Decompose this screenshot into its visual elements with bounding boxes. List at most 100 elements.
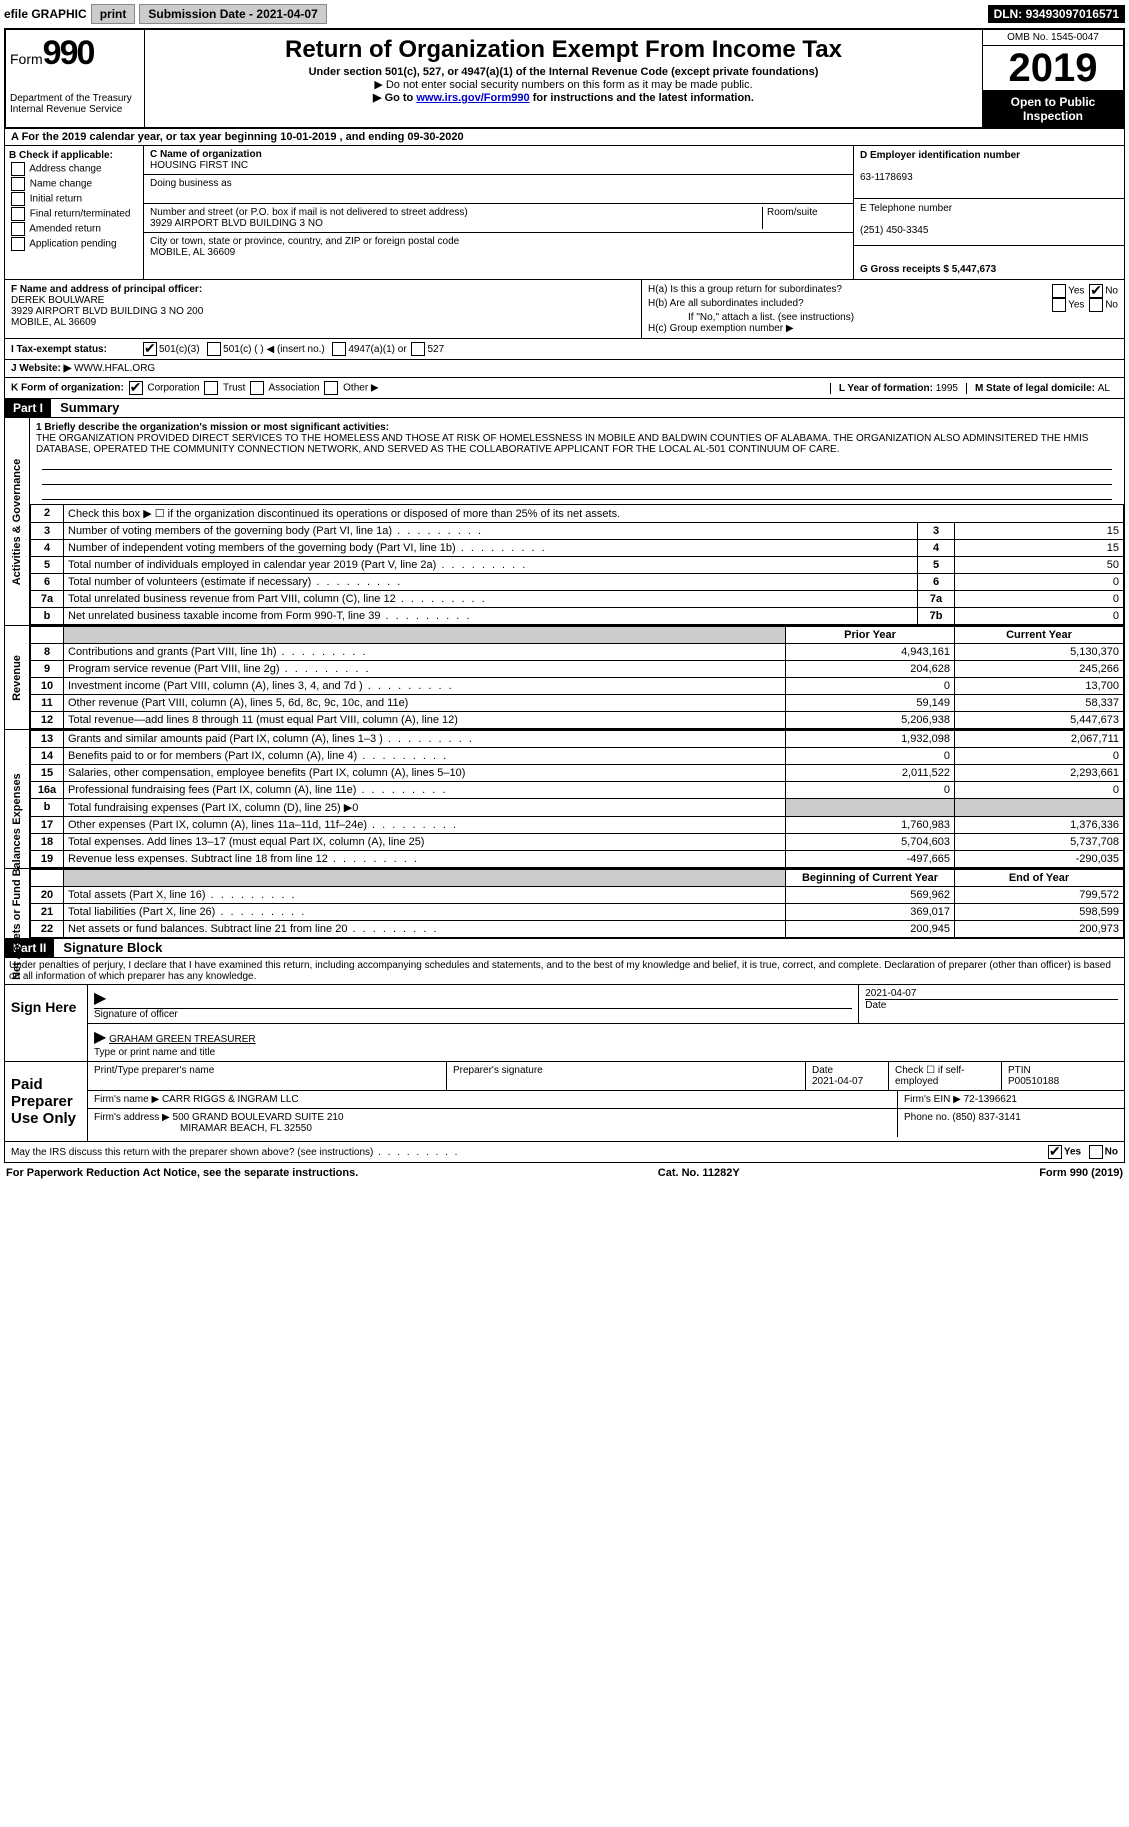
cb-amended[interactable]: Amended return	[9, 222, 139, 236]
mission-block: 1 Briefly describe the organization's mi…	[30, 418, 1124, 504]
sig-officer-label: Signature of officer	[94, 1008, 852, 1020]
cb-name[interactable]: Name change	[9, 177, 139, 191]
submission-date: Submission Date - 2021-04-07	[139, 4, 326, 24]
cb-discuss-yes[interactable]	[1048, 1145, 1062, 1159]
officer-addr2: MOBILE, AL 36609	[11, 317, 96, 328]
firm-addr-label: Firm's address ▶	[94, 1112, 173, 1123]
cb-initial[interactable]: Initial return	[9, 192, 139, 206]
val-7b: 0	[955, 608, 1124, 625]
rev-12c: 5,447,673	[955, 712, 1124, 729]
form-title: Return of Organization Exempt From Incom…	[153, 36, 974, 64]
cb-527[interactable]	[411, 342, 425, 356]
sig-name-label: Type or print name and title	[94, 1047, 1118, 1058]
na-22p: 200,945	[786, 921, 955, 938]
cb-501c[interactable]	[207, 342, 221, 356]
form-number: 990	[43, 34, 94, 72]
exp-18c: 5,737,708	[955, 834, 1124, 851]
top-bar: efile GRAPHIC print Submission Date - 20…	[4, 4, 1125, 24]
row-tax-status: I Tax-exempt status: 501(c)(3) 501(c) ( …	[4, 339, 1125, 360]
cb-pending[interactable]: Application pending	[9, 237, 139, 251]
section-netassets: Net Assets or Fund Balances Beginning of…	[4, 869, 1125, 939]
ein-label: D Employer identification number	[860, 150, 1020, 161]
block-entity: B Check if applicable: Address change Na…	[4, 146, 1125, 280]
discuss-row: May the IRS discuss this return with the…	[4, 1142, 1125, 1163]
cb-address[interactable]: Address change	[9, 162, 139, 176]
state-domicile: AL	[1098, 383, 1110, 394]
efile-label: efile GRAPHIC	[4, 7, 87, 21]
firm-phone-label: Phone no.	[904, 1112, 952, 1123]
irs-link[interactable]: www.irs.gov/Form990	[416, 92, 529, 104]
gross-label: G Gross receipts $	[860, 264, 952, 275]
cb-final[interactable]: Final return/terminated	[9, 207, 139, 221]
governance-table: 2Check this box ▶ ☐ if the organization …	[30, 504, 1124, 625]
part1-header: Part I Summary	[4, 399, 1125, 418]
exp-15p: 2,011,522	[786, 765, 955, 782]
note-ssn: ▶ Do not enter social security numbers o…	[153, 78, 974, 91]
dept-irs: Internal Revenue Service	[10, 104, 140, 115]
exp-14c: 0	[955, 748, 1124, 765]
exp-13p: 1,932,098	[786, 731, 955, 748]
na-20c: 799,572	[955, 887, 1124, 904]
cb-discuss-no[interactable]	[1089, 1145, 1103, 1159]
sig-date: 2021-04-07	[865, 988, 916, 999]
note-link: ▶ Go to www.irs.gov/Form990 for instruct…	[153, 91, 974, 104]
val-6: 0	[955, 574, 1124, 591]
val-7a: 0	[955, 591, 1124, 608]
header-right: OMB No. 1545-0047 2019 Open to Public In…	[982, 30, 1123, 127]
footer-right: Form 990 (2019)	[1039, 1167, 1123, 1179]
cb-501c3[interactable]	[143, 342, 157, 356]
print-button[interactable]: print	[91, 4, 136, 24]
rev-8c: 5,130,370	[955, 644, 1124, 661]
preparer-label: Paid Preparer Use Only	[5, 1062, 88, 1141]
na-21p: 369,017	[786, 904, 955, 921]
tax-year: 2019	[983, 46, 1123, 91]
part2-header: Part II Signature Block	[4, 939, 1125, 958]
officer-name: DEREK BOULWARE	[11, 295, 104, 306]
ha-label: H(a) Is this a group return for subordin…	[648, 284, 948, 298]
exp-16ap: 0	[786, 782, 955, 799]
cb-trust[interactable]	[204, 381, 218, 395]
form-label: Form	[10, 51, 43, 67]
mission-text: THE ORGANIZATION PROVIDED DIRECT SERVICE…	[36, 433, 1088, 455]
form-header: Form990 Department of the Treasury Inter…	[4, 28, 1125, 129]
col-c-org: C Name of organization HOUSING FIRST INC…	[144, 146, 853, 279]
prep-h3: Date	[812, 1065, 833, 1076]
cb-other[interactable]	[324, 381, 338, 395]
discuss-q: May the IRS discuss this return with the…	[11, 1147, 459, 1158]
cb-assoc[interactable]	[250, 381, 264, 395]
officer-addr1: 3929 AIRPORT BLVD BUILDING 3 NO 200	[11, 306, 203, 317]
rev-10c: 13,700	[955, 678, 1124, 695]
revenue-table: Prior YearCurrent Year 8Contributions an…	[30, 626, 1124, 729]
cb-corp[interactable]	[129, 381, 143, 395]
prep-h4: Check ☐ if self-employed	[895, 1065, 965, 1087]
side-netassets: Net Assets or Fund Balances	[5, 869, 30, 938]
row-form-org: K Form of organization: Corporation Trus…	[4, 378, 1125, 399]
netassets-table: Beginning of Current YearEnd of Year 20T…	[30, 869, 1124, 938]
row-website: J Website: ▶ WWW.HFAL.ORG	[4, 360, 1125, 378]
prep-date: 2021-04-07	[812, 1076, 863, 1087]
expenses-table: 13Grants and similar amounts paid (Part …	[30, 730, 1124, 868]
hb-label: H(b) Are all subordinates included?	[648, 298, 948, 312]
prep-h5: PTIN	[1008, 1065, 1031, 1076]
header-mid: Return of Organization Exempt From Incom…	[145, 30, 982, 127]
rev-12p: 5,206,938	[786, 712, 955, 729]
ein: 63-1178693	[860, 172, 913, 183]
cb-4947[interactable]	[332, 342, 346, 356]
group-return: H(a) Is this a group return for subordin…	[641, 280, 1124, 338]
form-subtitle: Under section 501(c), 527, or 4947(a)(1)…	[153, 66, 974, 78]
street: 3929 AIRPORT BLVD BUILDING 3 NO	[150, 218, 323, 229]
firm-ein-label: Firm's EIN ▶	[904, 1094, 964, 1105]
dln: DLN: 93493097016571	[988, 5, 1125, 23]
exp-13c: 2,067,711	[955, 731, 1124, 748]
col-b-title: B Check if applicable:	[9, 150, 113, 161]
rev-8p: 4,943,161	[786, 644, 955, 661]
side-revenue: Revenue	[5, 626, 30, 729]
year-formation: 1995	[936, 383, 958, 394]
sig-name: GRAHAM GREEN TREASURER	[109, 1034, 256, 1045]
room-label: Room/suite	[767, 207, 818, 218]
org-name: HOUSING FIRST INC	[150, 160, 248, 171]
omb-number: OMB No. 1545-0047	[983, 30, 1123, 46]
firm-addr2: MIRAMAR BEACH, FL 32550	[94, 1123, 312, 1134]
exp-19c: -290,035	[955, 851, 1124, 868]
exp-16ac: 0	[955, 782, 1124, 799]
